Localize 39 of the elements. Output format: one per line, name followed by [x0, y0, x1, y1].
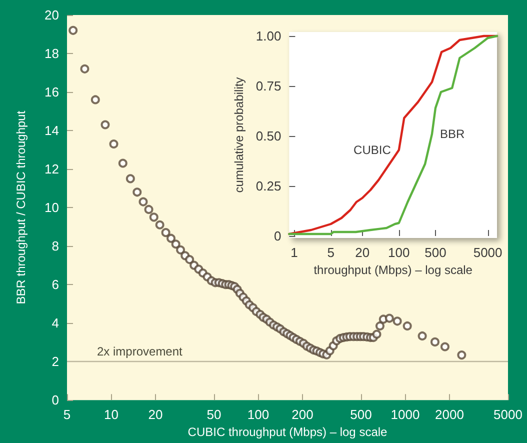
y-tick-label: 12 [44, 162, 59, 177]
series-label: BBR [440, 127, 465, 141]
y-tick-label: 20 [44, 8, 59, 22]
y-tick-label: 0 [52, 392, 59, 408]
y-tick-label: 10 [44, 200, 59, 216]
y-tick-label: 1.00 [256, 28, 282, 44]
x-tick-label: 2000 [435, 407, 464, 422]
x-tick-label: 5000 [473, 245, 502, 260]
x-tick-label: 20 [148, 407, 163, 422]
y-tick-label: 8 [52, 238, 59, 254]
x-tick-label: 100 [388, 245, 410, 260]
x-tick-label: 5000 [494, 407, 522, 422]
y-tick-label: 0.50 [256, 128, 282, 144]
series-label: CUBIC [354, 143, 392, 157]
y-axis-title: cumulative probability [232, 77, 246, 193]
x-axis-title: throughput (Mbps) – log scale [314, 262, 473, 277]
x-tick-label: 5 [327, 245, 334, 260]
x-tick-label: 5 [63, 407, 71, 422]
x-tick-label: 20 [355, 245, 370, 260]
y-tick-label: 4 [52, 316, 59, 331]
y-axis-title: BBR throughput / CUBIC throughput [14, 110, 28, 304]
y-tick-label: 0.25 [256, 178, 282, 194]
x-tick-label: 50 [206, 407, 222, 422]
x-tick-label: 200 [292, 407, 314, 422]
x-tick-label: 1000 [390, 407, 420, 422]
y-tick-label: 2 [52, 354, 59, 370]
x-tick-label: 10 [104, 407, 118, 422]
y-tick-label: 16 [44, 84, 59, 100]
y-tick-label: 0 [274, 228, 282, 244]
y-tick-label: 6 [52, 277, 59, 292]
x-tick-label: 100 [247, 407, 270, 422]
y-tick-label: 0.75 [256, 78, 282, 94]
x-tick-label: 500 [424, 245, 446, 260]
x-axis-title: CUBIC throughput (Mbps) – log scale [188, 425, 388, 439]
y-tick-label: 18 [44, 46, 59, 62]
y-tick-label: 14 [44, 123, 59, 138]
x-tick-label: 1 [290, 245, 298, 260]
ref-line-label: 2x improvement [97, 344, 184, 359]
x-tick-label: 500 [350, 407, 372, 422]
